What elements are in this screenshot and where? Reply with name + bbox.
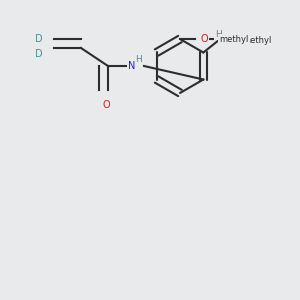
Text: N: N [128,61,136,71]
Text: H: H [135,56,141,64]
Text: D: D [35,34,43,44]
Text: H: H [215,30,222,39]
Text: methyl: methyl [243,36,272,45]
Text: D: D [35,49,43,59]
Text: O: O [200,34,208,44]
Text: N: N [224,35,231,46]
Text: O: O [103,100,110,110]
Text: methyl: methyl [219,34,249,43]
